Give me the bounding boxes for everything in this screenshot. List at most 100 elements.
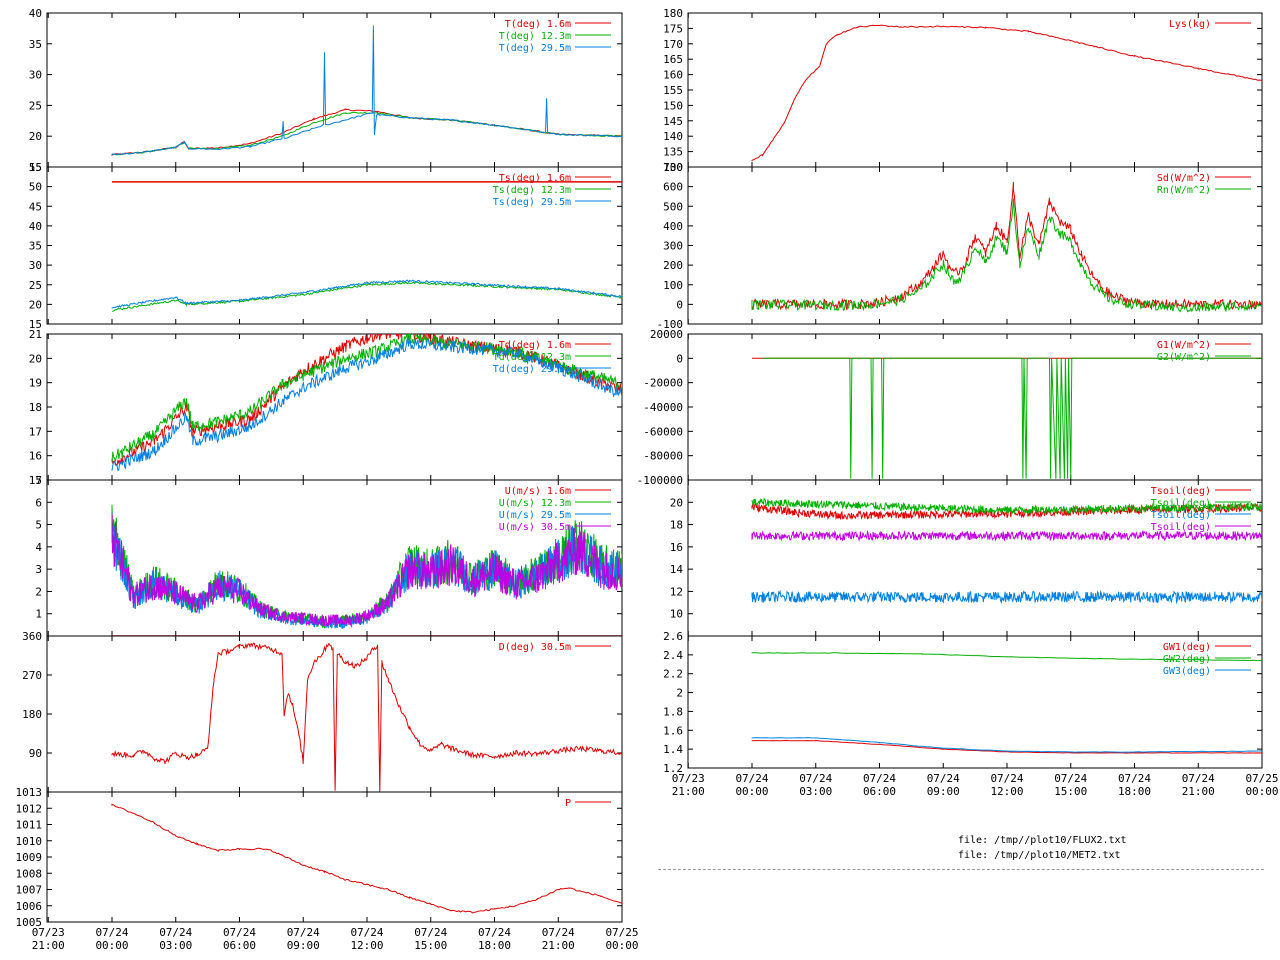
y-tick-label: 170 [663, 38, 683, 51]
y-tick-label: 20 [29, 298, 42, 311]
series-group [111, 334, 622, 472]
x-tick-label: 07/24 [478, 926, 511, 939]
legend-label: P [565, 798, 571, 809]
series-group [752, 357, 1262, 479]
y-tick-label: 300 [663, 240, 683, 253]
series-line-tsoil-1 [751, 497, 1262, 516]
series-group [111, 642, 622, 792]
y-tick-label: 0 [676, 298, 683, 311]
legend-label: Ts(deg) 29.5m [493, 197, 571, 208]
panel-t: 15 20 25 30 35 40 T(deg) 1.6mT(deg) 12.3mT(deg… [29, 7, 623, 174]
legend-label: GW2(deg) [1163, 654, 1211, 665]
y-tick-label: 0 [676, 352, 683, 365]
y-tick-label: 1007 [16, 884, 43, 897]
series-line-lys-0 [751, 24, 1262, 161]
y-tick-label: 270 [22, 669, 42, 682]
y-tick-label: 15 [29, 318, 42, 331]
x-tick-label: 21:00 [1182, 785, 1215, 798]
y-tick-label: 2.6 [663, 630, 683, 643]
series-line-tsoil-3 [751, 529, 1262, 542]
y-tick-label: 12 [670, 585, 683, 598]
y-tick-label: 1.6 [663, 724, 683, 737]
legend-label: U(m/s) 12.3m [499, 498, 571, 509]
series-group [751, 497, 1262, 605]
y-tick-label: 40 [29, 220, 42, 233]
y-tick-label: 100 [663, 279, 683, 292]
series-line-gw-2 [751, 737, 1262, 753]
y-tick-label: 17 [29, 425, 42, 438]
plot-frame [687, 635, 1263, 769]
y-tick-label: 200 [663, 259, 683, 272]
x-tick-label: 07/24 [95, 926, 128, 939]
y-tick-label: 2.2 [663, 668, 683, 681]
y-tick-label: 10 [670, 608, 683, 621]
x-tick-label: 07/24 [542, 926, 575, 939]
x-tick-label: 18:00 [1118, 785, 1151, 798]
y-tick-label: 15 [29, 474, 42, 487]
y-tick-label: 16 [670, 541, 683, 554]
x-tick-label: 07/24 [990, 772, 1023, 785]
y-tick-label: 400 [663, 220, 683, 233]
x-tick-label: 00:00 [1245, 785, 1278, 798]
x-tick-label: 07/24 [223, 926, 256, 939]
y-tick-label: -20000 [643, 377, 683, 390]
plot-frame [46, 791, 623, 923]
legend-label: T(deg) 29.5m [499, 43, 571, 54]
y-tick-label: 700 [663, 161, 683, 174]
legend-label: G2(W/m^2) [1157, 352, 1211, 363]
legend-label: Ts(deg) 12.3m [493, 185, 571, 196]
series-line-u-3 [111, 513, 622, 627]
legend-label: Tsoil(deg) [1151, 498, 1211, 509]
x-tick-label: 00:00 [95, 939, 128, 952]
y-tick-label: 175 [663, 22, 683, 35]
legend-label: GW1(deg) [1163, 642, 1211, 653]
x-tick-label: 03:00 [159, 939, 192, 952]
x-tick-label: 00:00 [605, 939, 638, 952]
series-line-rad-0 [751, 181, 1262, 311]
y-tick-label: 25 [29, 99, 42, 112]
legend-label: Ts(deg) 1.6m [499, 173, 571, 184]
y-tick-label: 35 [29, 240, 42, 253]
file-list: file: /tmp//plot10/FLUX2.txt file: /tmp//… [958, 833, 1127, 863]
y-tick-label: 35 [29, 38, 42, 51]
y-tick-label: 55 [29, 161, 42, 174]
series-group [751, 24, 1262, 161]
y-tick-label: 1 [35, 608, 42, 621]
panel-p: 1005 1006 1007 1008 1009 1010 1011 1012 1013 07/2… [16, 786, 639, 952]
x-tick-label: 07/24 [1182, 772, 1215, 785]
legend-label: Td(deg) 12.3m [493, 352, 571, 363]
x-tick-label: 15:00 [414, 939, 447, 952]
y-tick-label: 14 [670, 563, 684, 576]
series-group [111, 181, 622, 312]
y-tick-label: 1009 [16, 851, 43, 864]
y-tick-label: 30 [29, 259, 42, 272]
y-tick-label: -60000 [643, 425, 683, 438]
y-tick-label: 16 [29, 450, 42, 463]
y-tick-label: 40 [29, 7, 42, 20]
y-tick-label: 45 [29, 200, 42, 213]
x-tick-label: 07/23 [32, 926, 65, 939]
x-tick-label: 12:00 [350, 939, 383, 952]
y-tick-label: -40000 [643, 401, 683, 414]
legend-label: Td(deg) 1.6m [499, 340, 571, 351]
y-tick-label: 150 [663, 99, 683, 112]
y-tick-label: -100 [657, 318, 684, 331]
legend-label: D(deg) 30.5m [499, 642, 571, 653]
legend-label: T(deg) 12.3m [499, 31, 571, 42]
series-group [751, 652, 1262, 754]
legend-label: Rn(W/m^2) [1157, 185, 1211, 196]
series-line-ts-2 [111, 279, 622, 309]
y-tick-label: 30 [29, 69, 42, 82]
y-tick-label: 50 [29, 181, 42, 194]
panel-d: 90 180 270 360 D(deg) 30.5m [22, 630, 623, 793]
y-tick-label: 90 [29, 747, 42, 760]
y-tick-label: 1013 [16, 786, 43, 799]
x-tick-label: 21:00 [32, 939, 65, 952]
panel-rad: -100 0 100 200 300 400 500 600 700 Sd(W/m^2)Rn(W/… [657, 161, 1263, 331]
legend-label: Tsoil(deg) [1151, 510, 1211, 521]
y-tick-label: 1010 [16, 835, 43, 848]
x-tick-label: 07/24 [1118, 772, 1151, 785]
